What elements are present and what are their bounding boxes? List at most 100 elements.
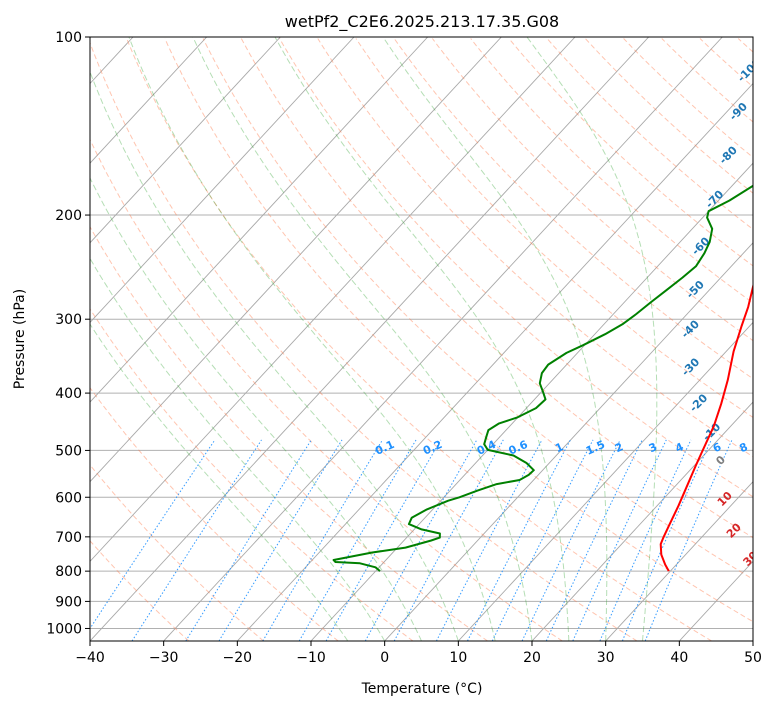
- isotherm-line: [90, 37, 281, 244]
- dry-adiabat-line: [431, 38, 753, 342]
- dry-adiabat-label: -100: [735, 56, 764, 85]
- y-tick-label: 500: [55, 443, 82, 459]
- moist-adiabat-line: [274, 37, 570, 641]
- moist-adiabat-line: [382, 37, 608, 641]
- dry-adiabat-line: [279, 38, 753, 498]
- profile-lines: [332, 184, 753, 572]
- y-axis-ticks: 100 200 300 400 500 600 700 800 900 1000: [46, 30, 90, 637]
- dry-adiabat-line: [508, 38, 753, 267]
- isotherm-line: [605, 481, 753, 641]
- x-tick-label: 10: [449, 650, 467, 666]
- mixing-ratio-line: [131, 439, 262, 641]
- dry-adiabat-line: [737, 38, 753, 53]
- isotherm-line: [90, 37, 576, 563]
- y-tick-label: 300: [55, 312, 82, 328]
- moist-adiabat-line: [526, 37, 658, 641]
- y-tick-label: 700: [55, 530, 82, 546]
- mixing-ratio-line: [393, 439, 504, 641]
- y-tick-label: 1000: [46, 621, 82, 637]
- dry-adiabat-label: -30: [679, 355, 702, 378]
- moist-adiabat-line: [90, 70, 459, 641]
- isotherm-line: [458, 321, 753, 641]
- mixing-ratio-label: 3: [647, 440, 659, 455]
- isotherm-line: [679, 560, 753, 641]
- x-tick-label: 40: [670, 650, 688, 666]
- mixing-ratio-line: [621, 439, 712, 641]
- y-tick-label: 400: [55, 386, 82, 402]
- chart-title: wetPf2_C2E6.2025.213.17.35.G08: [285, 12, 559, 32]
- x-axis-label: Temperature (°C): [361, 681, 483, 697]
- x-tick-label: −20: [223, 650, 253, 666]
- mixing-ratio-line: [467, 439, 571, 641]
- dry-adiabat-label: 40: [762, 580, 775, 600]
- dry-adiabat-label: 30: [741, 549, 761, 569]
- x-tick-label: 20: [523, 650, 541, 666]
- mixing-ratio-label: 2: [613, 440, 625, 455]
- moist-adiabat-line: [128, 37, 496, 641]
- isotherm-line: [752, 640, 753, 641]
- moist-adiabat-line: [90, 257, 386, 641]
- y-tick-label: 600: [55, 490, 82, 506]
- dry-adiabat-line: [90, 386, 339, 641]
- isotherm-line: [90, 37, 429, 403]
- temperature-profile-line: [659, 283, 753, 572]
- dewpoint-profile-line: [332, 184, 753, 572]
- mixing-ratio-line: [298, 439, 417, 641]
- mixing-ratio-line: [90, 439, 216, 630]
- isotherm-line: [237, 82, 753, 641]
- dry-adiabat-label: 0: [713, 453, 728, 468]
- isotherm-line: [90, 37, 650, 641]
- mixing-ratio-label: 10: [756, 439, 775, 457]
- mixing-ratio-label: 1.5: [584, 438, 607, 458]
- dry-adiabat-label: -50: [684, 278, 707, 301]
- dry-adiabat-line: [90, 308, 414, 641]
- dry-adiabat-line: [470, 38, 753, 304]
- dry-adiabat-line: [317, 38, 753, 458]
- dry-adiabat-line: [623, 38, 753, 159]
- mixing-ratio-line: [262, 439, 383, 641]
- mixing-ratio-label: 4: [673, 440, 686, 455]
- dry-adiabat-line: [90, 464, 264, 641]
- mixing-ratio-line: [644, 439, 733, 641]
- dry-adiabat-label: -40: [679, 317, 702, 340]
- x-tick-label: −40: [75, 650, 105, 666]
- isotherm-line: [384, 242, 753, 641]
- moist-adiabat-line: [90, 176, 422, 641]
- dry-adiabat-label: 20: [724, 520, 744, 540]
- isotherm-line: [310, 162, 753, 641]
- isotherm-line: [90, 37, 355, 324]
- moist-adiabat-line: [90, 323, 349, 641]
- mixing-ratio-line: [435, 439, 543, 641]
- dry-adiabat-line: [90, 138, 563, 641]
- y-tick-label: 900: [55, 594, 82, 610]
- x-tick-label: 30: [597, 650, 615, 666]
- plot-frame: [89, 36, 754, 642]
- dry-adiabat-label: -80: [717, 143, 740, 166]
- mixing-ratio-line: [185, 439, 312, 641]
- y-tick-label: 200: [55, 208, 82, 224]
- mixing-ratio-label: 0.1: [373, 438, 396, 458]
- x-tick-label: −30: [149, 650, 179, 666]
- dry-adiabat-line: [355, 38, 753, 418]
- y-axis-label: Pressure (hPa): [12, 289, 28, 389]
- background-lines: [90, 37, 753, 641]
- isotherm-line: [90, 37, 208, 164]
- isotherm-line: [90, 37, 502, 483]
- isotherm-line: [163, 37, 723, 641]
- dry-adiabat-label: 10: [715, 489, 735, 509]
- x-axis-ticks: −40 −30 −20 −10 0 10 20 30 40 50: [75, 641, 762, 666]
- dry-adiabat-line: [90, 41, 638, 641]
- mixing-ratio-line: [218, 439, 343, 641]
- dry-adiabat-line: [393, 38, 753, 380]
- line-labels: 0.10.20.40.611.52346810131620253036-100-…: [373, 56, 775, 600]
- x-tick-label: −10: [296, 650, 326, 666]
- mixing-ratio-line: [364, 439, 478, 641]
- dry-adiabat-line: [90, 540, 190, 641]
- mixing-ratio-label: 6: [711, 440, 724, 455]
- mixing-ratio-line: [572, 439, 667, 641]
- mixing-ratio-label: 0.2: [421, 438, 444, 458]
- dry-adiabat-line: [164, 38, 753, 623]
- mixing-ratio-line: [491, 439, 594, 641]
